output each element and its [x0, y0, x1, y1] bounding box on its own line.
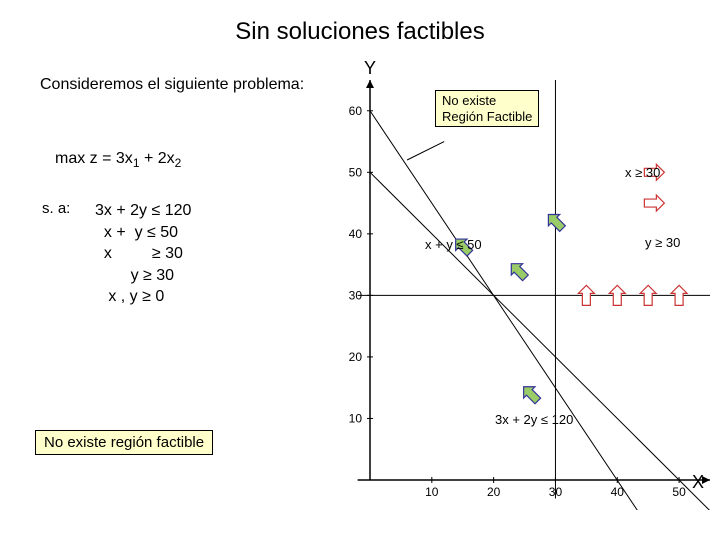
no-region-callout: No existe Región Factible [435, 90, 539, 127]
label-xge30: x ≥ 30 [625, 165, 660, 180]
label-yge30: y ≥ 30 [645, 235, 680, 250]
svg-text:40: 40 [349, 227, 363, 241]
svg-text:10: 10 [425, 485, 439, 499]
label-xplusy: x + y ≤ 50 [425, 237, 482, 252]
y-axis-label: Y [364, 58, 376, 79]
label-3x2y: 3x + 2y ≤ 120 [495, 412, 573, 427]
svg-text:60: 60 [349, 104, 363, 118]
svg-text:20: 20 [487, 485, 501, 499]
chart-svg: 1020304050102030405060 [340, 60, 710, 510]
svg-text:50: 50 [672, 485, 686, 499]
svg-text:20: 20 [349, 350, 363, 364]
svg-text:10: 10 [349, 411, 363, 425]
constraints-list: 3x + 2y ≤ 120 x + y ≤ 50 x ≥ 30 y ≥ 30 x… [95, 200, 191, 308]
objective-fn: max z = 3x1 + 2x2 [55, 150, 181, 170]
x-axis-label: X [692, 472, 704, 493]
problem-intro: Consideremos el siguiente problema: [40, 75, 304, 96]
subject-to-label: s. a: [42, 200, 70, 217]
svg-text:50: 50 [349, 165, 363, 179]
chart-area: 1020304050102030405060 Y X No existe Reg… [340, 60, 710, 510]
no-feasible-region-box: No existe región factible [35, 430, 213, 455]
slide-title: Sin soluciones factibles [0, 18, 720, 46]
